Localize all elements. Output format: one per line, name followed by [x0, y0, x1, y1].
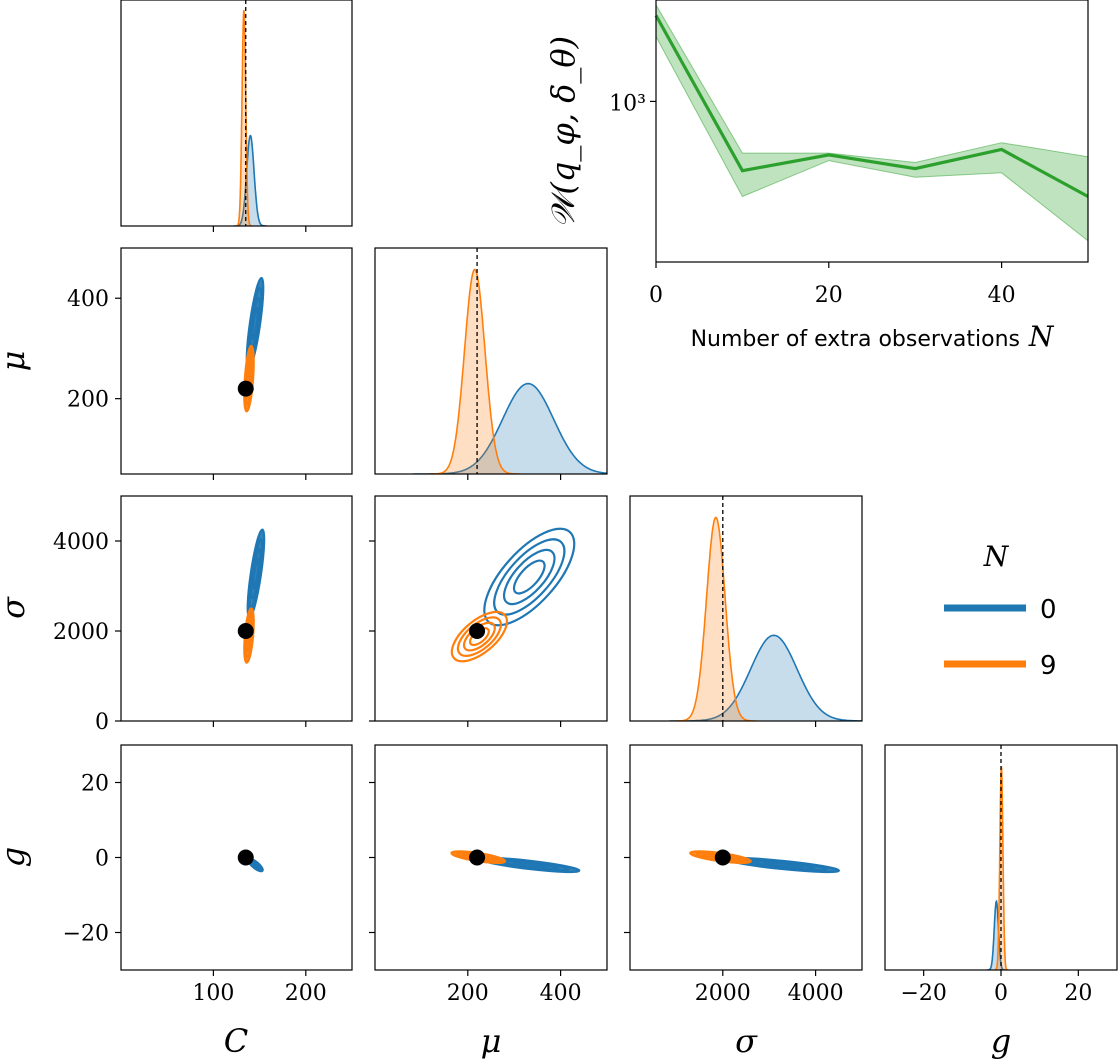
legend-label-n9: 9: [1040, 651, 1057, 681]
wasserstein-xtick-label: 0: [649, 283, 663, 308]
pair-mu-g-xtick-label: 400: [540, 981, 582, 1006]
marginal-g-density-line-n0: [986, 899, 1006, 970]
pair-C-g-ytick-label: 0: [95, 847, 109, 872]
marginal-sigma-frame: [629, 495, 863, 722]
pair-C-g-truth-point: [237, 849, 254, 866]
marginal-sigma-density-fill-n9: [674, 517, 758, 721]
wasserstein-xtick-label: 20: [815, 283, 843, 308]
marginal-C-plot: [233, 9, 267, 226]
pair-C-g-xtick-label: 100: [192, 981, 234, 1006]
pair-mu-g-plot: [450, 850, 581, 874]
wasserstein-ylabel: 𝒲(q_φ, δ_θ): [544, 36, 582, 228]
pair-C-mu-truth-point: [237, 380, 254, 397]
marginal-mu-density-fill-n0: [413, 383, 607, 474]
pair-mu-sigma-truth-point: [469, 623, 486, 639]
marginal-g-density-fill-n0: [986, 901, 1006, 970]
pair-mu-g-xtick-label: 200: [447, 981, 489, 1006]
marginal-C-density-line-n0: [233, 134, 267, 226]
x-axis-label-0: C: [224, 1022, 248, 1060]
x-axis-label-2: σ: [735, 1022, 758, 1060]
legend-title: N: [983, 540, 1010, 573]
wasserstein-frame: [655, 0, 1089, 263]
marginal-sigma-density-line-n0: [669, 634, 862, 721]
wasserstein-xlabel: Number of extra observations N: [691, 320, 1055, 353]
pair-C-g-ytick-label: 20: [81, 772, 109, 797]
pair-C-g-ytick-label: −20: [63, 922, 109, 947]
marginal-C-density-fill-n0: [233, 135, 267, 226]
wasserstein-line: [654, 14, 1089, 198]
pair-mu-sigma-contour-n0: [503, 548, 556, 606]
pair-C-g-xtick-label: 200: [285, 981, 327, 1006]
pair-mu-sigma-contour-n0: [512, 559, 546, 595]
wasserstein-xtick-label: 40: [988, 283, 1016, 308]
pair-sigma-g-truth-point: [714, 849, 731, 866]
marginal-mu-frame: [374, 247, 608, 475]
marginal-sigma-density-line-n9: [674, 516, 758, 721]
marginal-sigma-plot: [669, 516, 862, 721]
pair-C-sigma-contour-n0: [246, 528, 266, 619]
wasserstein-xlabel-text: Number of extra observations: [691, 327, 1020, 352]
pair-C-mu-ytick-label: 400: [67, 287, 109, 312]
marginal-C-density-fill-n9: [235, 10, 253, 226]
pair-mu-sigma-contour-n9: [450, 610, 509, 663]
pair-C-g-frame: [120, 744, 353, 971]
pair-mu-sigma-plot: [450, 527, 576, 663]
pair-C-sigma-frame: [120, 495, 353, 722]
marginal-C-density-line-n9: [235, 9, 253, 226]
wasserstein-ytick-label: 10³: [609, 91, 646, 116]
pair-sigma-g-xtick-label: 2000: [695, 981, 751, 1006]
marginal-g-density-fill-n9: [994, 766, 1009, 970]
marginal-sigma-density-fill-n0: [669, 635, 862, 721]
pair-C-sigma-ytick-label: 4000: [53, 530, 109, 555]
pair-C-mu-frame: [120, 247, 353, 475]
pair-sigma-g-xtick-label: 4000: [788, 981, 844, 1006]
x-axis-label-1: μ: [481, 1022, 502, 1060]
marginal-mu-density-fill-n9: [428, 269, 521, 474]
pair-sigma-g-plot: [689, 850, 841, 874]
marginal-g-xtick-label: 0: [994, 981, 1008, 1006]
pair-mu-sigma-frame: [374, 495, 608, 722]
x-axis-label-3: g: [991, 1022, 1011, 1060]
pair-C-g-contour-n0: [251, 861, 260, 869]
wasserstein-band: [655, 3, 1089, 242]
marginal-g-plot: [986, 766, 1009, 970]
marginal-mu-plot: [413, 268, 607, 474]
pair-mu-g-contour-n0: [512, 861, 549, 869]
y-axis-label-3: g: [0, 847, 32, 867]
wasserstein-xlabel-var: N: [1020, 320, 1055, 353]
pair-sigma-g-contour-n0: [762, 861, 804, 869]
marginal-g-xtick-label: 20: [1064, 981, 1092, 1006]
pair-C-mu-contour-n0: [251, 306, 259, 340]
pair-C-sigma-contour-n0: [251, 557, 260, 590]
pair-C-sigma-plot: [243, 528, 266, 664]
pair-C-sigma-ytick-label: 2000: [53, 620, 109, 645]
pair-C-mu-ytick-label: 200: [67, 388, 109, 413]
marginal-mu-density-line-n9: [428, 268, 521, 474]
legend-label-n0: 0: [1040, 595, 1057, 625]
y-axis-label-1: μ: [0, 351, 32, 372]
pair-C-sigma-truth-point: [237, 623, 254, 639]
pair-mu-sigma-contour-n0: [483, 527, 576, 627]
marginal-C-frame: [120, 0, 353, 227]
marginal-g-xtick-label: −20: [900, 981, 946, 1006]
y-axis-label-2: σ: [0, 596, 32, 619]
pair-mu-g-truth-point: [469, 849, 486, 866]
marginal-mu-density-line-n0: [413, 382, 607, 474]
pair-C-sigma-ytick-label: 0: [95, 710, 109, 735]
